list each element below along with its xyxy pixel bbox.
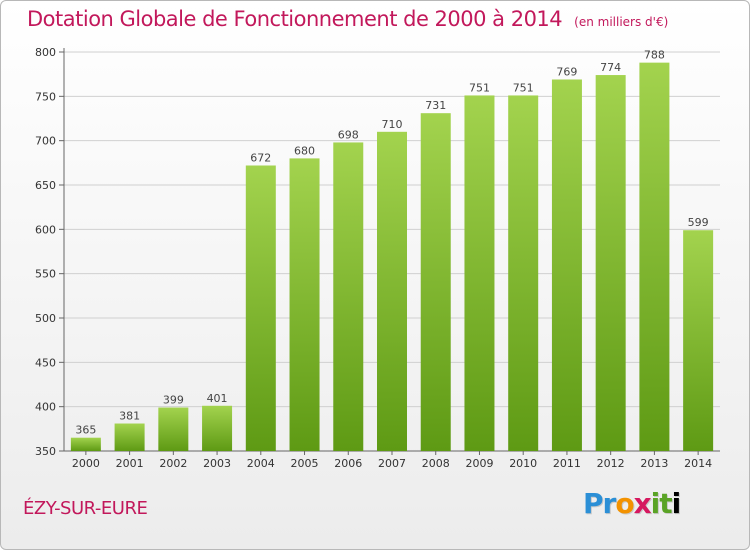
bar (245, 165, 276, 451)
x-tick-label: 2010 (509, 457, 537, 470)
bar (158, 407, 189, 451)
x-tick-label: 2000 (72, 457, 100, 470)
bar (551, 79, 582, 451)
bar (114, 423, 145, 451)
bar-value-label: 788 (644, 49, 665, 62)
x-tick-label: 2001 (116, 457, 144, 470)
place-name: ÉZY-SUR-EURE (23, 498, 148, 519)
bar (639, 62, 670, 451)
x-tick-label: 2014 (684, 457, 712, 470)
x-tick-label: 2005 (291, 457, 319, 470)
y-tick-label: 550 (35, 268, 56, 281)
bars (70, 62, 714, 452)
y-tick-label: 350 (35, 445, 56, 458)
bar-value-label: 769 (556, 65, 577, 78)
y-tick-label: 600 (35, 223, 56, 236)
x-tick-label: 2013 (640, 457, 668, 470)
y-tick-label: 800 (35, 46, 56, 59)
proxiti-logo: Proxiti (583, 487, 682, 520)
bar (508, 95, 539, 452)
bar-value-label: 680 (294, 144, 315, 157)
x-tick-label: 2009 (465, 457, 493, 470)
bar-value-label: 698 (338, 128, 359, 141)
y-tick-label: 500 (35, 312, 56, 325)
bar-value-label: 381 (119, 410, 140, 423)
bar-value-label: 751 (513, 81, 534, 94)
bar (420, 113, 451, 452)
logo-letter: x (633, 487, 652, 520)
x-tick-label: 2002 (159, 457, 187, 470)
x-tick-label: 2007 (378, 457, 406, 470)
logo-letter: o (615, 487, 634, 520)
chart-title-text: Dotation Globale de Fonctionnement de 20… (27, 7, 563, 31)
bar (70, 437, 101, 451)
bar (377, 131, 407, 452)
bar (683, 230, 714, 451)
x-tick-label: 2003 (203, 457, 231, 470)
bar-value-label: 731 (425, 99, 446, 112)
y-tick-label: 400 (35, 401, 56, 414)
bar-value-label: 710 (382, 118, 403, 131)
x-tick-label: 2011 (553, 457, 581, 470)
bar-value-label: 401 (207, 392, 228, 405)
bar-value-label: 751 (469, 81, 490, 94)
bar-value-label: 365 (75, 424, 96, 437)
logo-letter: P (583, 487, 604, 520)
logo-letter: t (659, 487, 672, 520)
logo-letter: r (602, 487, 617, 520)
bar (202, 405, 233, 451)
logo-letter: i (671, 487, 682, 520)
labels: 350 400 450 500 550 600 650 700 750 800 365 2000 381… (35, 46, 712, 470)
y-tick-label: 450 (35, 356, 56, 369)
bar-value-label: 599 (688, 216, 709, 229)
chart-unit-subtitle: (en milliers d'€) (574, 15, 669, 29)
chart-title: Dotation Globale de Fonctionnement de 20… (27, 7, 668, 31)
bar (289, 158, 320, 451)
x-tick-label: 2008 (422, 457, 450, 470)
y-tick-label: 750 (35, 90, 56, 103)
bar-value-label: 672 (250, 151, 271, 164)
bar (333, 142, 364, 451)
bar-value-label: 774 (600, 61, 621, 74)
bar (595, 75, 626, 451)
bar-value-label: 399 (163, 394, 184, 407)
logo-letter: i (650, 487, 661, 520)
x-tick-label: 2012 (597, 457, 625, 470)
x-tick-label: 2004 (247, 457, 275, 470)
y-tick-label: 700 (35, 135, 56, 148)
y-tick-label: 650 (35, 179, 56, 192)
x-tick-label: 2006 (334, 457, 362, 470)
bar (464, 95, 495, 452)
